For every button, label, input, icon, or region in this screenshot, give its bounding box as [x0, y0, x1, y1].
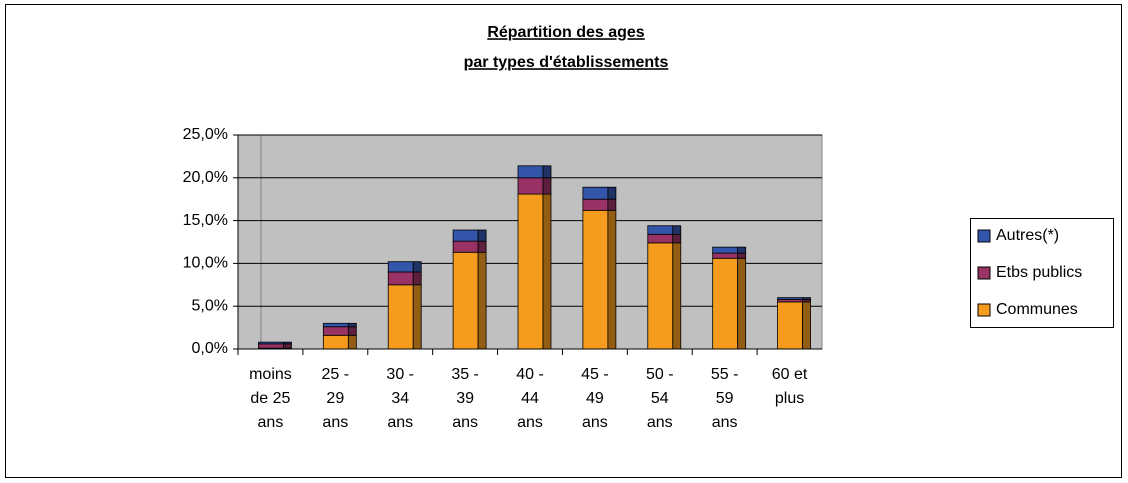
y-tick-label: 10,0% — [183, 255, 228, 272]
bar-side — [347, 322, 357, 328]
bar-segment — [582, 209, 609, 350]
legend-label: Etbs publics — [996, 264, 1082, 281]
x-tick-label: 45 - 49 ans — [581, 366, 609, 431]
bar-side — [737, 257, 747, 350]
x-tick-label: 50 - 54 ans — [645, 366, 674, 431]
bar-segment — [387, 261, 414, 273]
x-tick-label: 55 - 59 ans — [710, 366, 739, 431]
bar-segment — [647, 225, 674, 235]
x-tick-label: 30 - 34 ans — [386, 366, 414, 431]
bar-segment — [712, 257, 739, 350]
y-tick-label: 5,0% — [192, 297, 228, 314]
bar-segment — [258, 341, 284, 345]
y-tick-label: 0,0% — [192, 340, 228, 357]
bar-segment — [322, 322, 349, 328]
bar-side — [347, 334, 357, 350]
bar-side — [802, 301, 811, 350]
bar-side — [542, 177, 552, 195]
bar-side — [802, 297, 811, 300]
bar-segment — [452, 229, 479, 242]
bar-segment — [258, 343, 284, 349]
legend-swatch — [977, 229, 991, 243]
bar-side — [477, 251, 487, 350]
bar-segment — [517, 165, 544, 179]
chart-title: par types d'établissements — [464, 54, 669, 71]
bar-side — [607, 209, 617, 350]
legend-swatch — [977, 266, 991, 280]
bar-segment — [517, 177, 544, 195]
x-tick-label: 60 et plus — [771, 366, 808, 407]
bar-segment — [647, 233, 674, 244]
bar-side — [477, 229, 487, 242]
bar-segment — [387, 271, 414, 286]
chart-title: Répartition des ages — [487, 24, 644, 41]
bar-side — [672, 233, 682, 244]
bar-side — [737, 252, 747, 259]
y-tick-label: 25,0% — [183, 126, 228, 143]
bar-segment — [517, 193, 544, 350]
bar-side — [412, 261, 422, 273]
bar-segment — [582, 186, 609, 200]
bar-segment — [322, 334, 349, 350]
x-tick-label: 40 - 44 ans — [516, 366, 544, 431]
y-tick-label: 20,0% — [183, 169, 228, 186]
bar-side — [672, 242, 682, 350]
bar-segment — [777, 297, 803, 300]
bar-side — [672, 225, 682, 235]
legend-label: Communes — [996, 301, 1078, 318]
y-tick-label: 15,0% — [183, 212, 228, 229]
x-tick-label: moins de 25 ans — [249, 366, 292, 431]
bar-segment — [452, 240, 479, 253]
bar-side — [283, 341, 292, 345]
bar-segment — [322, 326, 349, 336]
bar-side — [607, 198, 617, 211]
x-tick-label: 25 - 29 ans — [321, 366, 350, 431]
bar-segment — [777, 301, 803, 350]
bar-segment — [452, 251, 479, 350]
legend-swatch — [977, 303, 991, 317]
bar-side — [542, 165, 552, 179]
legend-label: Autres(*) — [996, 227, 1059, 244]
bar-side — [347, 326, 357, 336]
bar-segment — [387, 284, 414, 350]
bar-side — [412, 284, 422, 350]
bar-side — [412, 271, 422, 286]
bar-segment — [582, 198, 609, 211]
bar-side — [737, 246, 747, 254]
bar-segment — [712, 252, 739, 259]
bar-segment — [712, 246, 739, 254]
bar-side — [542, 193, 552, 350]
bar-side — [283, 343, 292, 349]
bar-side — [477, 240, 487, 253]
bar-segment — [647, 242, 674, 350]
x-tick-label: 35 - 39 ans — [451, 366, 479, 431]
legend-box — [970, 218, 1114, 328]
bar-side — [607, 186, 617, 200]
